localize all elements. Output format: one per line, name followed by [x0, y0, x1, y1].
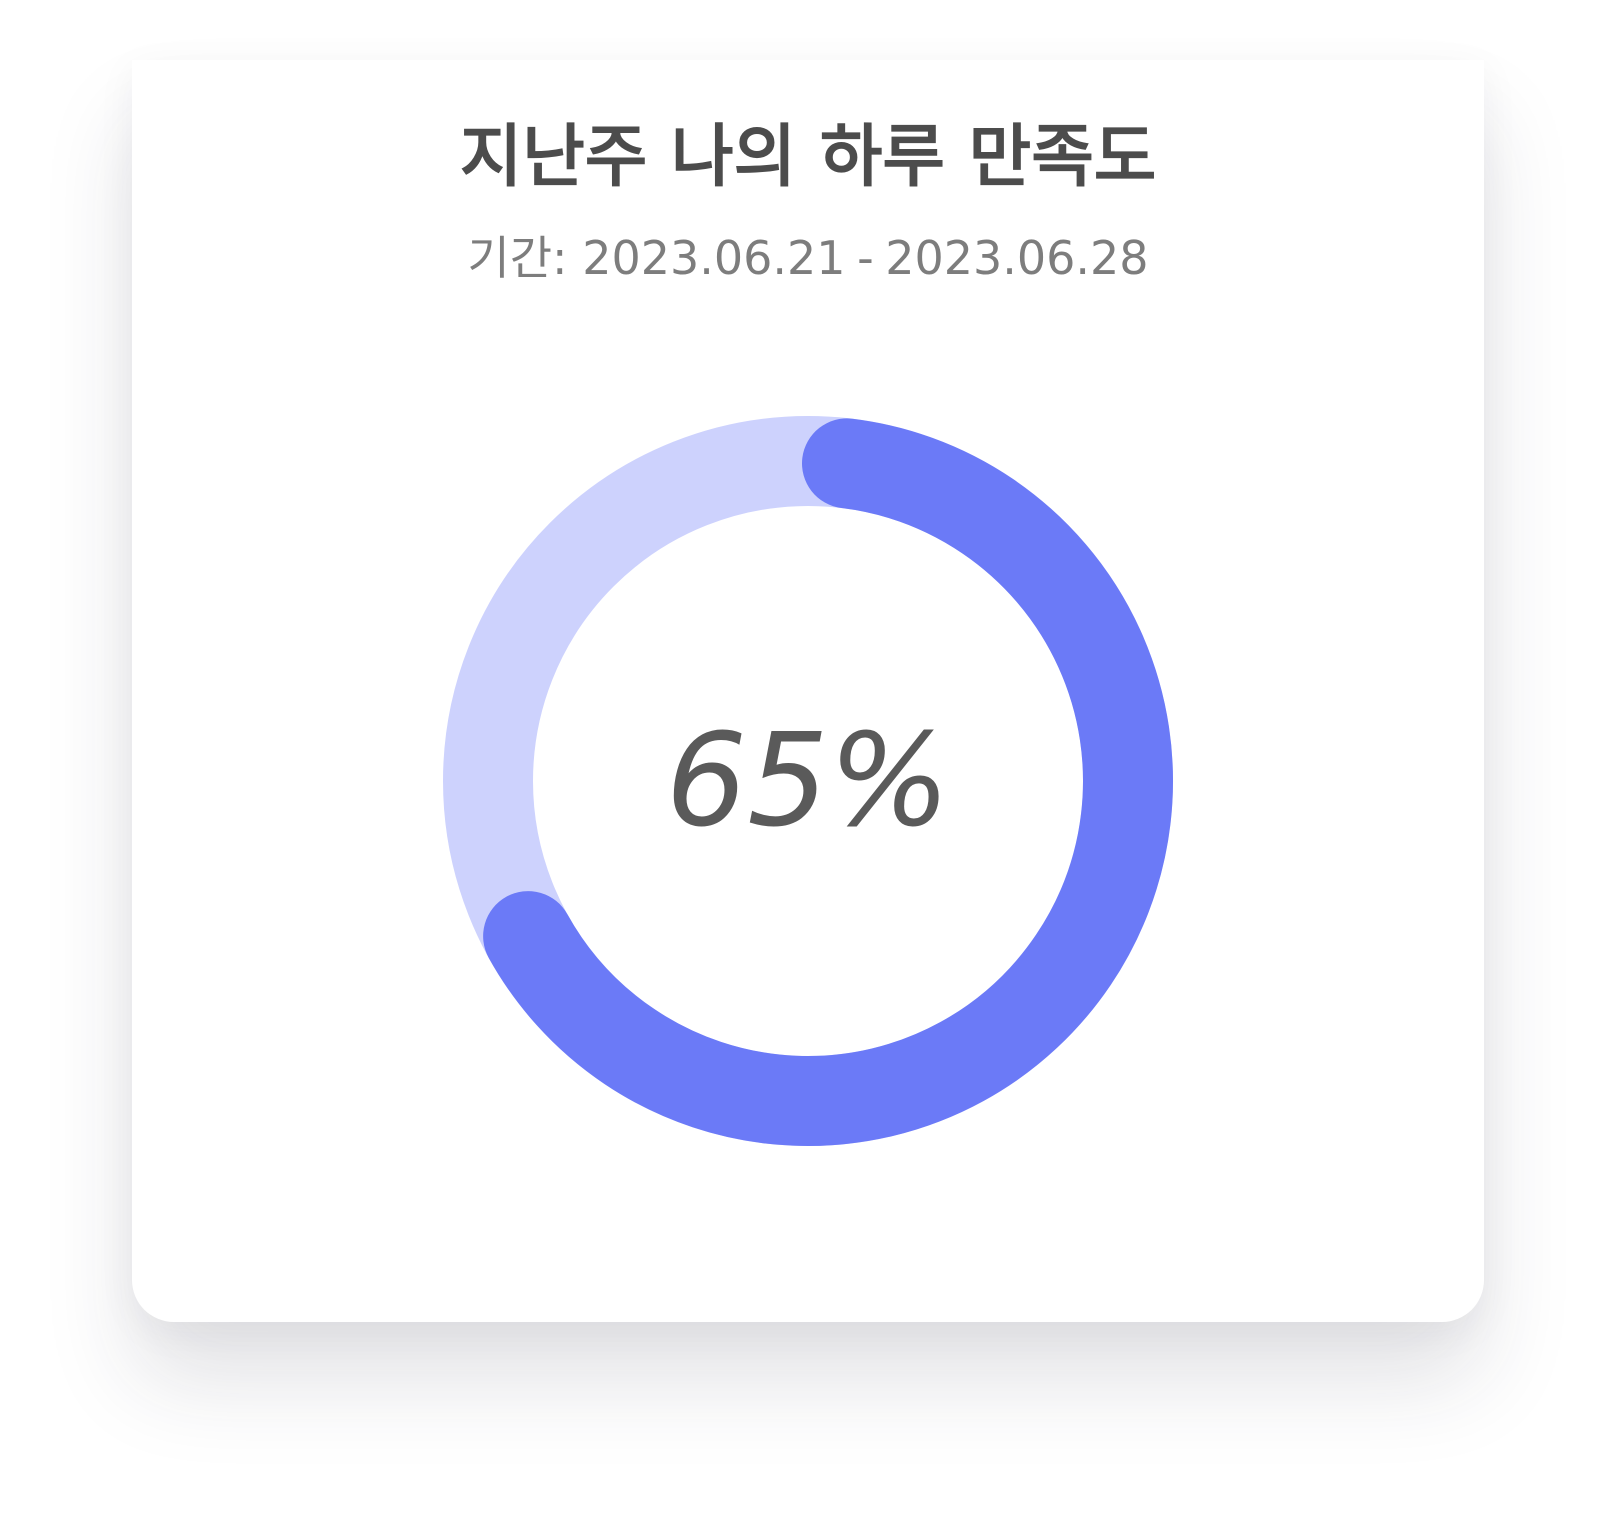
period-separator: - [857, 231, 874, 285]
period-start: 2023.06.21 [582, 231, 846, 285]
period-label: 기간: [467, 231, 568, 285]
period-end: 2023.06.28 [885, 231, 1149, 285]
donut-progress-arc [483, 418, 1173, 1146]
card-title: 지난주 나의 하루 만족도 [459, 118, 1157, 197]
donut-center-label: 65% [666, 707, 951, 856]
period-text: 기간: 2023.06.21-2023.06.28 [132, 228, 1484, 288]
